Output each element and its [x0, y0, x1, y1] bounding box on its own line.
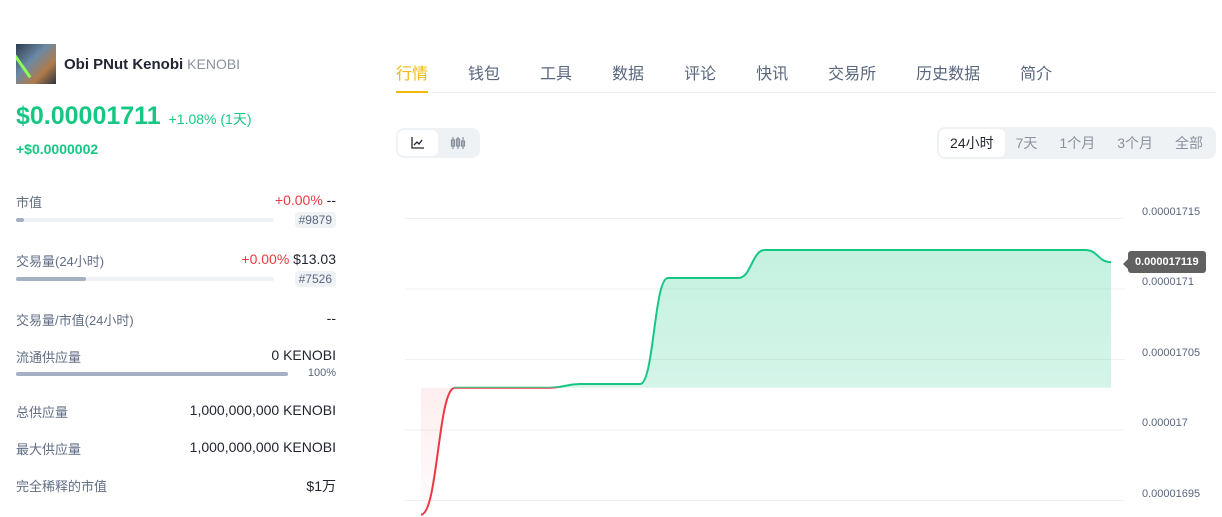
progress-bar: [16, 277, 274, 281]
y-tick-label: 0.0000171: [1142, 276, 1194, 288]
tab-exchanges[interactable]: 交易所: [828, 66, 877, 83]
tab-wallet[interactable]: 钱包: [468, 66, 501, 83]
price-change-abs: +$0.0000002: [16, 141, 99, 157]
stat-value: 0 KENOBI: [271, 347, 336, 363]
price-line-up: [452, 248, 1112, 388]
chart-type-toggle: [396, 128, 480, 158]
coin-price: $0.00001711: [16, 102, 161, 130]
stat-value: --: [326, 192, 336, 208]
progress-bar: [16, 372, 288, 376]
y-tick-label: 0.00001715: [1142, 206, 1201, 218]
price-change-pct: +1.08% (1天): [168, 111, 252, 127]
stat-value: $1万: [306, 478, 336, 494]
stat-value: $13.03: [293, 251, 336, 267]
rank-badge: #9879: [294, 212, 336, 228]
stat-fdv: 完全稀释的市值 $1万: [16, 476, 336, 495]
stat-total-supply: 总供应量 1,000,000,000 KENOBI: [16, 402, 336, 421]
stat-value: 1,000,000,000 KENOBI: [189, 439, 336, 455]
range-24h[interactable]: 24小时: [939, 129, 1005, 157]
stat-label: 最大供应量: [16, 442, 82, 457]
tab-data[interactable]: 数据: [612, 66, 645, 83]
range-all[interactable]: 全部: [1175, 135, 1203, 151]
y-tick-label: 0.00001695: [1142, 488, 1201, 500]
stat-label: 交易量/市值(24小时): [16, 313, 134, 328]
stat-change: +0.00%: [241, 251, 290, 267]
tab-comments[interactable]: 评论: [684, 66, 717, 83]
stat-value: --: [326, 310, 336, 326]
coin-name: Obi PNut Kenobi: [64, 55, 184, 73]
progress-bar: [16, 218, 274, 222]
candlestick-icon[interactable]: [438, 130, 478, 156]
progress-label: 100%: [307, 367, 336, 379]
tab-history[interactable]: 历史数据: [916, 66, 981, 83]
stat-volume: 交易量(24小时) +0.00% $13.03 #7526: [16, 251, 336, 287]
tab-news[interactable]: 快讯: [756, 66, 789, 83]
stat-label: 交易量(24小时): [16, 254, 105, 269]
stat-label: 完全稀释的市值: [16, 479, 108, 494]
stat-circulating-supply: 流通供应量 0 KENOBI 100%: [16, 347, 336, 379]
area-fill-up: [421, 249, 1111, 388]
tab-about[interactable]: 简介: [1020, 66, 1053, 83]
stat-label: 流通供应量: [16, 350, 82, 365]
stat-value: 1,000,000,000 KENOBI: [189, 402, 336, 418]
stat-max-supply: 最大供应量 1,000,000,000 KENOBI: [16, 439, 336, 458]
tab-tools[interactable]: 工具: [540, 66, 573, 83]
range-7d[interactable]: 7天: [1015, 135, 1038, 151]
rank-badge: #7526: [294, 271, 336, 287]
y-tick-label: 0.00001705: [1142, 347, 1201, 359]
coin-logo: [16, 44, 56, 84]
stat-label: 市值: [16, 195, 43, 210]
stat-label: 总供应量: [16, 405, 69, 420]
y-tick-label: 0.000017: [1142, 417, 1188, 429]
coin-summary: Obi PNut Kenobi KENOBI $0.00001711 +1.08…: [16, 44, 336, 157]
stat-volume-mcap: 交易量/市值(24小时) --: [16, 310, 336, 329]
range-1m[interactable]: 1个月: [1059, 135, 1096, 151]
tab-bar: 行情 钱包 工具 数据 评论 快讯 交易所 历史数据 简介: [396, 58, 1216, 93]
tab-market[interactable]: 行情: [396, 58, 429, 93]
time-range-selector: 24小时 7天 1个月 3个月 全部: [937, 127, 1216, 159]
range-3m[interactable]: 3个月: [1117, 135, 1153, 151]
stat-market-cap: 市值 +0.00% -- #9879: [16, 192, 336, 228]
last-price-label: 0.000017119: [1123, 251, 1206, 273]
coin-symbol: KENOBI: [187, 56, 241, 72]
stat-change: +0.00%: [274, 192, 323, 208]
line-chart-icon[interactable]: [398, 130, 438, 156]
